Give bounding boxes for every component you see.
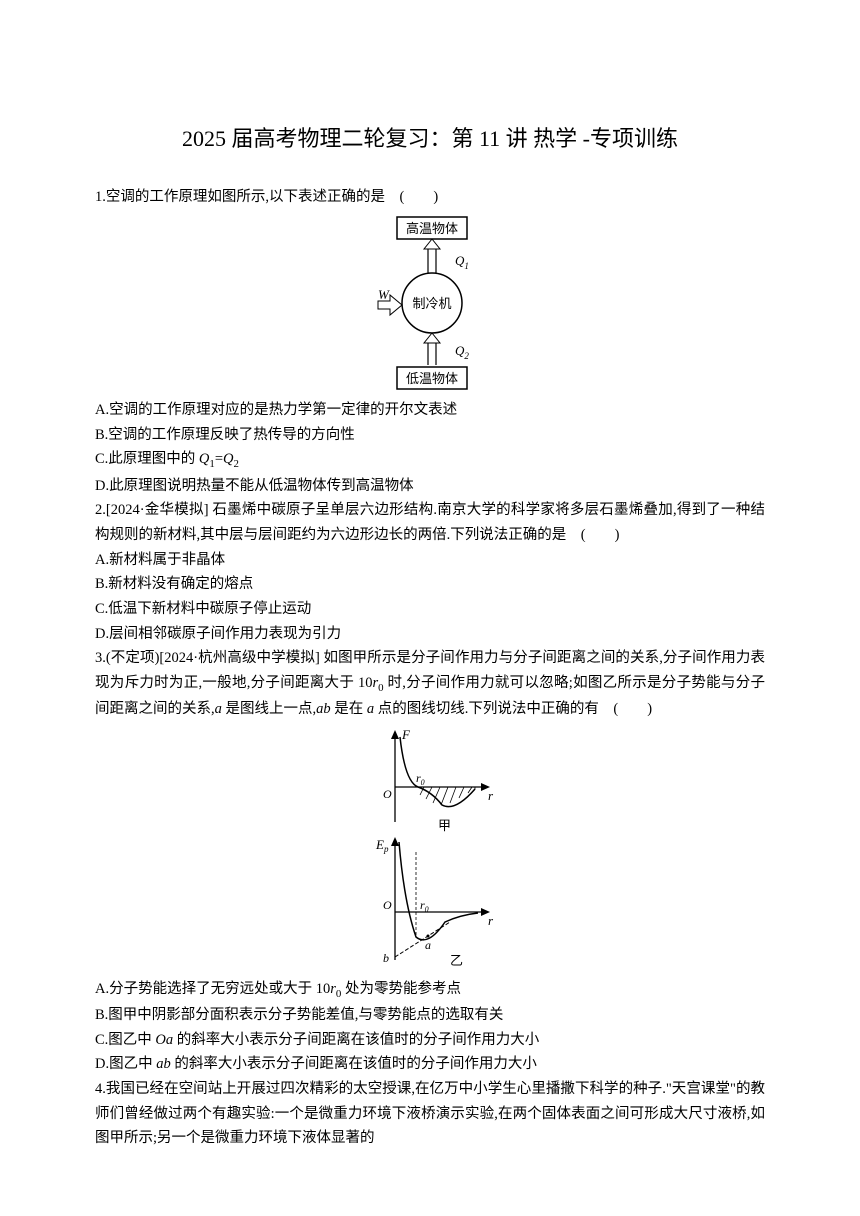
q1-figure: 高温物体 Q1 制冷机 W Q2 低温物体 <box>95 215 765 393</box>
q1-mid-label: 制冷机 <box>412 296 451 311</box>
q2-opt-b: B.新材料没有确定的熔点 <box>95 572 765 597</box>
svg-text:W: W <box>378 287 390 302</box>
q1-opt-c: C.此原理图中的 Q1=Q2 <box>95 447 765 473</box>
q2-opt-c: C.低温下新材料中碳原子停止运动 <box>95 597 765 622</box>
q3-figure: F r O r0 甲 Ep r O r0 <box>95 727 765 972</box>
svg-text:Q2: Q2 <box>455 343 469 361</box>
svg-text:O: O <box>383 898 392 912</box>
svg-text:r0: r0 <box>416 771 425 787</box>
svg-text:b: b <box>383 951 389 965</box>
q2-opt-a: A.新材料属于非晶体 <box>95 548 765 573</box>
q2-stem: 2.[2024·金华模拟] 石墨烯中碳原子呈单层六边形结构.南京大学的科学家将多… <box>95 498 765 547</box>
q1-stem: 1.空调的工作原理如图所示,以下表述正确的是 ( ) <box>95 185 765 210</box>
svg-text:r: r <box>488 788 494 803</box>
q4-stem: 4.我国已经在空间站上开展过四次精彩的太空授课,在亿万中小学生心里播撒下科学的种… <box>95 1077 765 1151</box>
q3-opt-b: B.图甲中阴影部分面积表示分子势能差值,与零势能点的选取有关 <box>95 1003 765 1028</box>
q3-opt-c: C.图乙中 Oa 的斜率大小表示分子间距离在该值时的分子间作用力大小 <box>95 1028 765 1053</box>
q3-stem: 3.(不定项)[2024·杭州高级中学模拟] 如图甲所示是分子间作用力与分子间距… <box>95 646 765 722</box>
page-title: 2025 届高考物理二轮复习：第 11 讲 热学 -专项训练 <box>95 120 765 157</box>
svg-text:r: r <box>488 913 494 928</box>
q3-opt-a: A.分子势能选择了无穷远处或大于 10r0 处为零势能参考点 <box>95 977 765 1003</box>
svg-text:F: F <box>401 727 411 742</box>
q1-opt-d: D.此原理图说明热量不能从低温物体传到高温物体 <box>95 474 765 499</box>
q1-top-label: 高温物体 <box>406 221 458 236</box>
q2-opt-d: D.层间相邻碳原子间作用力表现为引力 <box>95 622 765 647</box>
q1-opt-a: A.空调的工作原理对应的是热力学第一定律的开尔文表述 <box>95 398 765 423</box>
svg-text:Ep: Ep <box>375 837 389 854</box>
svg-text:甲: 甲 <box>438 818 451 833</box>
svg-text:r0: r0 <box>420 898 429 914</box>
svg-text:O: O <box>383 787 392 801</box>
svg-text:Q1: Q1 <box>455 253 469 271</box>
q1-bottom-label: 低温物体 <box>406 371 458 386</box>
q1-opt-b: B.空调的工作原理反映了热传导的方向性 <box>95 423 765 448</box>
q3-opt-d: D.图乙中 ab 的斜率大小表示分子间距离在该值时的分子间作用力大小 <box>95 1052 765 1077</box>
svg-text:乙: 乙 <box>450 953 463 968</box>
svg-text:a: a <box>425 938 431 952</box>
